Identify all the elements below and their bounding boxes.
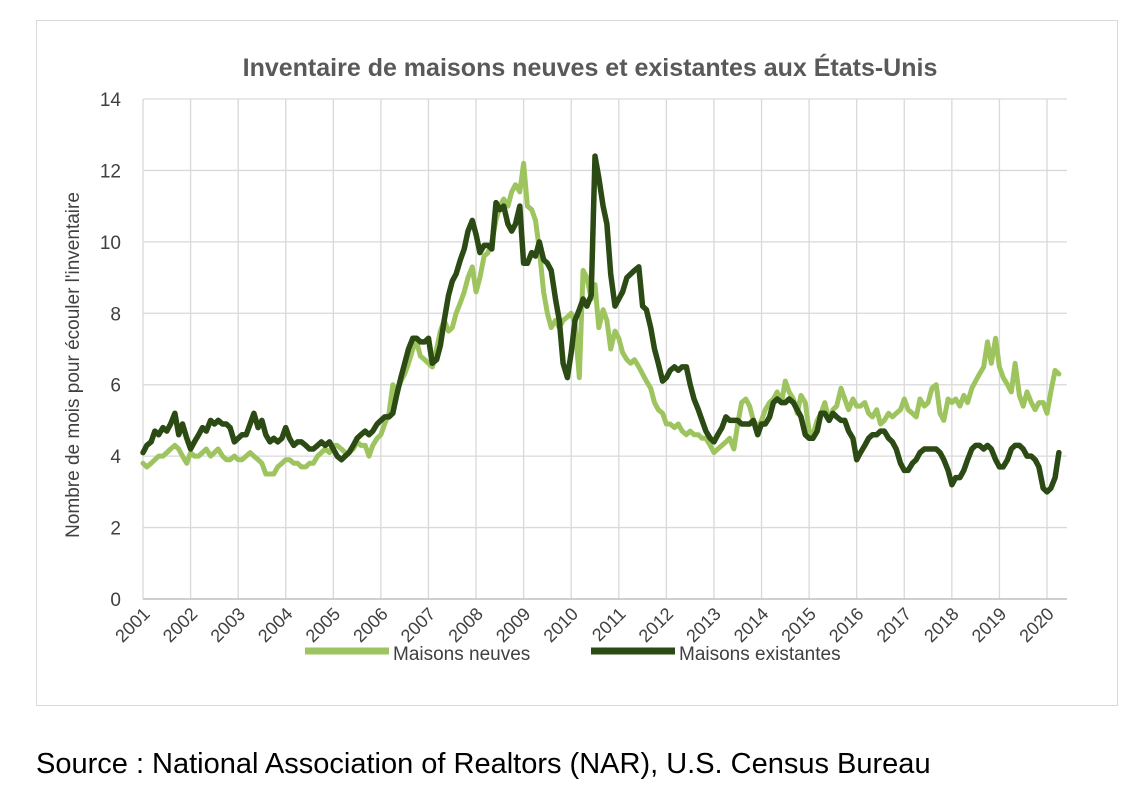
x-tick-label: 2019: [968, 604, 1010, 646]
y-tick-label: 10: [100, 233, 121, 254]
chart-title: Inventaire de maisons neuves et existant…: [243, 53, 938, 82]
y-axis-label: Nombre de mois pour écouler l'inventaire: [63, 192, 84, 538]
x-tick-label: 2009: [492, 604, 534, 646]
x-tick-label: 2008: [444, 604, 486, 646]
x-tick-label: 2017: [873, 604, 915, 646]
x-tick-label: 2016: [825, 604, 867, 646]
x-tick-label: 2002: [159, 604, 201, 646]
source-note: Source : National Association of Realtor…: [36, 748, 931, 780]
series-lines: [140, 153, 1062, 495]
gridlines: [142, 98, 1067, 599]
x-tick-label: 2003: [207, 604, 249, 646]
x-tick-label: 2018: [920, 604, 962, 646]
y-tick-label: 8: [110, 304, 121, 325]
x-tick-label: 2015: [777, 604, 819, 646]
legend: Maisons neuves Maisons existantes: [305, 644, 841, 665]
x-tick-label: 2005: [302, 604, 344, 646]
legend-label-maisons-neuves: Maisons neuves: [393, 644, 530, 665]
series-line-maisons-neuves: [140, 160, 1062, 477]
y-tick-label: 6: [110, 376, 121, 397]
x-tick-label: 2010: [540, 604, 582, 646]
y-tick-label: 2: [110, 519, 121, 540]
x-tick-label: 2006: [349, 604, 391, 646]
x-tick-label: 2014: [730, 604, 772, 646]
y-tick-label: 4: [110, 447, 121, 468]
legend-label-maisons-existantes: Maisons existantes: [679, 644, 841, 665]
x-tick-label: 2011: [588, 604, 630, 646]
x-tick-label: 2013: [682, 604, 724, 646]
x-tick-label: 2020: [1015, 604, 1057, 646]
y-tick-label: 0: [110, 590, 121, 611]
x-tick-label: 2012: [635, 604, 677, 646]
x-tick-label: 2004: [254, 604, 296, 646]
y-tick-label: 12: [100, 161, 121, 182]
y-tick-label: 14: [100, 90, 122, 111]
series-line-maisons-existantes: [140, 153, 1062, 495]
x-tick-label: 2007: [397, 604, 439, 646]
chart-frame: 0 2 4 6 8 10 12 14 2001 2002 2003 2004 2005 2006 2007 2…: [36, 20, 1118, 706]
